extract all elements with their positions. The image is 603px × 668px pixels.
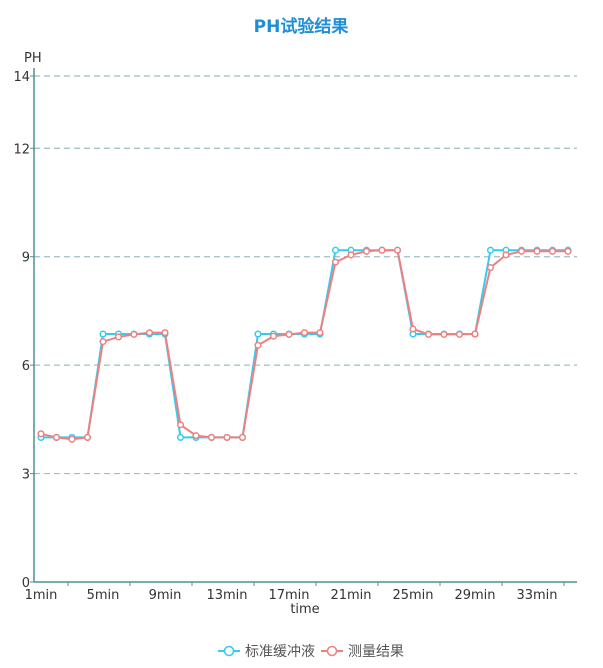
data-point — [238, 433, 247, 441]
data-point — [254, 330, 262, 338]
y-tick-label: 0 — [22, 576, 30, 591]
y-axis-name: PH — [24, 51, 42, 66]
data-point — [517, 247, 526, 255]
data-point — [548, 247, 557, 255]
data-point — [68, 435, 76, 443]
chart-title: PH试验结果 — [254, 16, 349, 37]
data-point — [362, 247, 371, 255]
data-point — [254, 341, 262, 349]
data-point — [52, 433, 61, 441]
data-point — [269, 332, 278, 340]
data-point — [176, 421, 185, 429]
data-point — [455, 330, 464, 338]
data-point — [424, 330, 433, 338]
legend-label: 标准缓冲液 — [245, 644, 315, 660]
legend-item-measured-result[interactable]: 测量结果 — [321, 644, 404, 660]
series-1 — [37, 246, 572, 443]
data-point — [145, 329, 154, 337]
data-point — [176, 433, 185, 441]
x-tick-label: 17min — [268, 588, 309, 603]
data-point — [347, 251, 355, 259]
x-tick-label: 13min — [206, 588, 247, 603]
x-tick-label: 21min — [330, 588, 371, 603]
series-0 — [37, 246, 572, 441]
y-tick-label: 3 — [22, 468, 30, 483]
data-point — [130, 330, 138, 338]
data-point — [378, 246, 386, 254]
data-point — [486, 246, 495, 254]
data-point — [99, 330, 107, 338]
data-point — [114, 333, 123, 341]
data-point — [502, 251, 510, 259]
data-point — [37, 430, 45, 438]
y-tick-label: 14 — [13, 70, 30, 85]
data-point — [393, 246, 402, 254]
data-point — [285, 330, 293, 338]
data-point — [486, 264, 495, 272]
data-point — [83, 433, 92, 441]
y-tick-label: 9 — [22, 251, 30, 266]
data-point — [564, 247, 572, 255]
data-point — [161, 329, 169, 337]
data-point — [440, 330, 448, 338]
x-tick-label: 9min — [149, 588, 182, 603]
y-tick-label: 12 — [13, 142, 30, 157]
y-tick-label: 6 — [22, 359, 30, 374]
data-point — [331, 258, 340, 266]
data-point — [192, 432, 200, 440]
legend-label: 测量结果 — [348, 644, 404, 660]
x-tick-label: 1min — [25, 588, 58, 603]
legend[interactable]: 标准缓冲液 测量结果 — [218, 644, 404, 660]
data-point — [533, 247, 541, 255]
data-point — [99, 338, 107, 346]
legend-item-standard-buffer[interactable]: 标准缓冲液 — [218, 644, 315, 660]
data-point — [471, 330, 479, 338]
x-tick-label: 5min — [87, 588, 120, 603]
data-point — [223, 433, 231, 441]
x-tick-label: 33min — [516, 588, 557, 603]
x-tick-label: 25min — [392, 588, 433, 603]
data-point — [316, 329, 324, 337]
data-point — [207, 433, 216, 441]
x-axis-name: time — [290, 602, 319, 617]
data-point — [409, 325, 417, 333]
data-point — [331, 246, 340, 254]
data-point — [300, 329, 309, 337]
x-tick-label: 29min — [454, 588, 495, 603]
legend-circle-icon — [223, 645, 235, 657]
series-line — [40, 249, 568, 441]
legend-circle-icon — [326, 645, 338, 657]
